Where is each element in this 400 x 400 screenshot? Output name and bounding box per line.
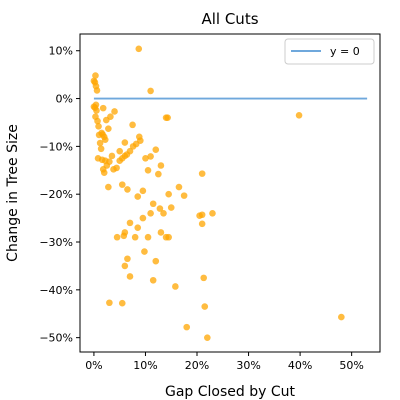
data-point — [134, 224, 142, 231]
data-point — [108, 152, 116, 160]
axes-frame — [79, 33, 381, 353]
data-point — [124, 186, 131, 193]
data-point — [92, 101, 100, 109]
data-point — [113, 233, 121, 241]
data-point — [196, 212, 203, 220]
data-point — [139, 187, 147, 195]
data-point — [94, 117, 101, 125]
data-point — [95, 122, 102, 130]
data-point — [126, 147, 134, 155]
data-point — [183, 323, 191, 331]
x-tick-label: 20% — [185, 359, 209, 372]
data-point — [165, 233, 172, 241]
data-point — [147, 153, 154, 160]
data-point — [92, 72, 99, 79]
x-tick-label: 40% — [288, 359, 312, 372]
x-tick-label: 30% — [236, 359, 260, 372]
data-point — [160, 210, 167, 217]
data-point — [147, 210, 154, 217]
data-point — [93, 107, 100, 114]
data-point — [113, 164, 120, 172]
data-point — [295, 111, 303, 119]
data-point — [175, 183, 183, 191]
data-point — [118, 181, 126, 188]
data-point — [198, 220, 206, 228]
data-point — [144, 166, 152, 174]
y-tick-label: −30% — [39, 236, 73, 249]
data-point — [180, 192, 188, 199]
data-point — [142, 155, 149, 162]
data-point — [157, 229, 165, 236]
data-point — [139, 214, 147, 222]
data-point — [165, 190, 172, 198]
data-point — [99, 104, 107, 112]
data-point — [118, 299, 126, 307]
data-point — [120, 232, 128, 240]
data-point — [101, 136, 109, 143]
data-point — [167, 204, 175, 211]
x-tick-label: 50% — [339, 359, 363, 372]
legend: y = 0 — [284, 38, 375, 65]
x-tick-label: 10% — [133, 359, 157, 372]
data-point — [156, 205, 164, 212]
data-point — [100, 169, 108, 176]
data-point — [144, 233, 152, 241]
data-point — [126, 273, 134, 280]
y-tick-label: −40% — [39, 284, 73, 297]
data-point — [149, 200, 157, 208]
data-point — [134, 193, 142, 200]
y-tick-label: −20% — [39, 188, 73, 201]
data-point — [141, 248, 148, 255]
y-axis-label: Change in Tree Size — [5, 124, 21, 262]
legend-frame — [284, 38, 375, 65]
data-point — [135, 45, 143, 53]
x-tick-label: 0% — [85, 359, 102, 372]
x-axis-label: Gap Closed by Cut — [165, 384, 296, 400]
legend-label: y = 0 — [330, 45, 360, 58]
data-point — [98, 129, 105, 137]
chart-title: All Cuts — [201, 10, 258, 28]
data-point — [97, 145, 105, 153]
data-point — [96, 139, 104, 147]
y-tick-label: −10% — [39, 140, 73, 153]
data-point — [93, 87, 101, 94]
data-point — [164, 114, 171, 121]
data-point — [129, 121, 136, 129]
data-point — [172, 283, 179, 290]
data-point — [111, 108, 118, 115]
data-point — [106, 299, 113, 307]
data-point — [126, 219, 134, 227]
data-point — [121, 139, 129, 146]
data-point — [209, 210, 216, 217]
y-tick-label: 10% — [49, 45, 73, 58]
data-point — [198, 170, 206, 177]
data-point — [152, 257, 160, 265]
data-point — [121, 262, 129, 270]
data-point — [131, 233, 139, 241]
data-point — [204, 334, 211, 341]
data-point — [107, 113, 114, 121]
data-point — [152, 146, 160, 154]
data-point — [105, 183, 112, 191]
data-point — [338, 313, 345, 321]
data-point — [201, 303, 209, 310]
data-point — [155, 170, 162, 178]
data-point — [200, 274, 208, 282]
data-point — [147, 87, 154, 95]
data-point — [105, 125, 112, 132]
y-tick-label: 0% — [56, 93, 73, 106]
data-point — [124, 255, 131, 263]
data-point — [149, 276, 157, 284]
plot-area: 0% 10% 20% 30% 40% 50% 10% 0% −10% −20% −30% −40% −5… — [39, 45, 368, 372]
y-tick-label: −50% — [39, 332, 73, 345]
data-point — [137, 137, 144, 144]
data-point — [157, 162, 165, 169]
data-point — [116, 147, 123, 155]
